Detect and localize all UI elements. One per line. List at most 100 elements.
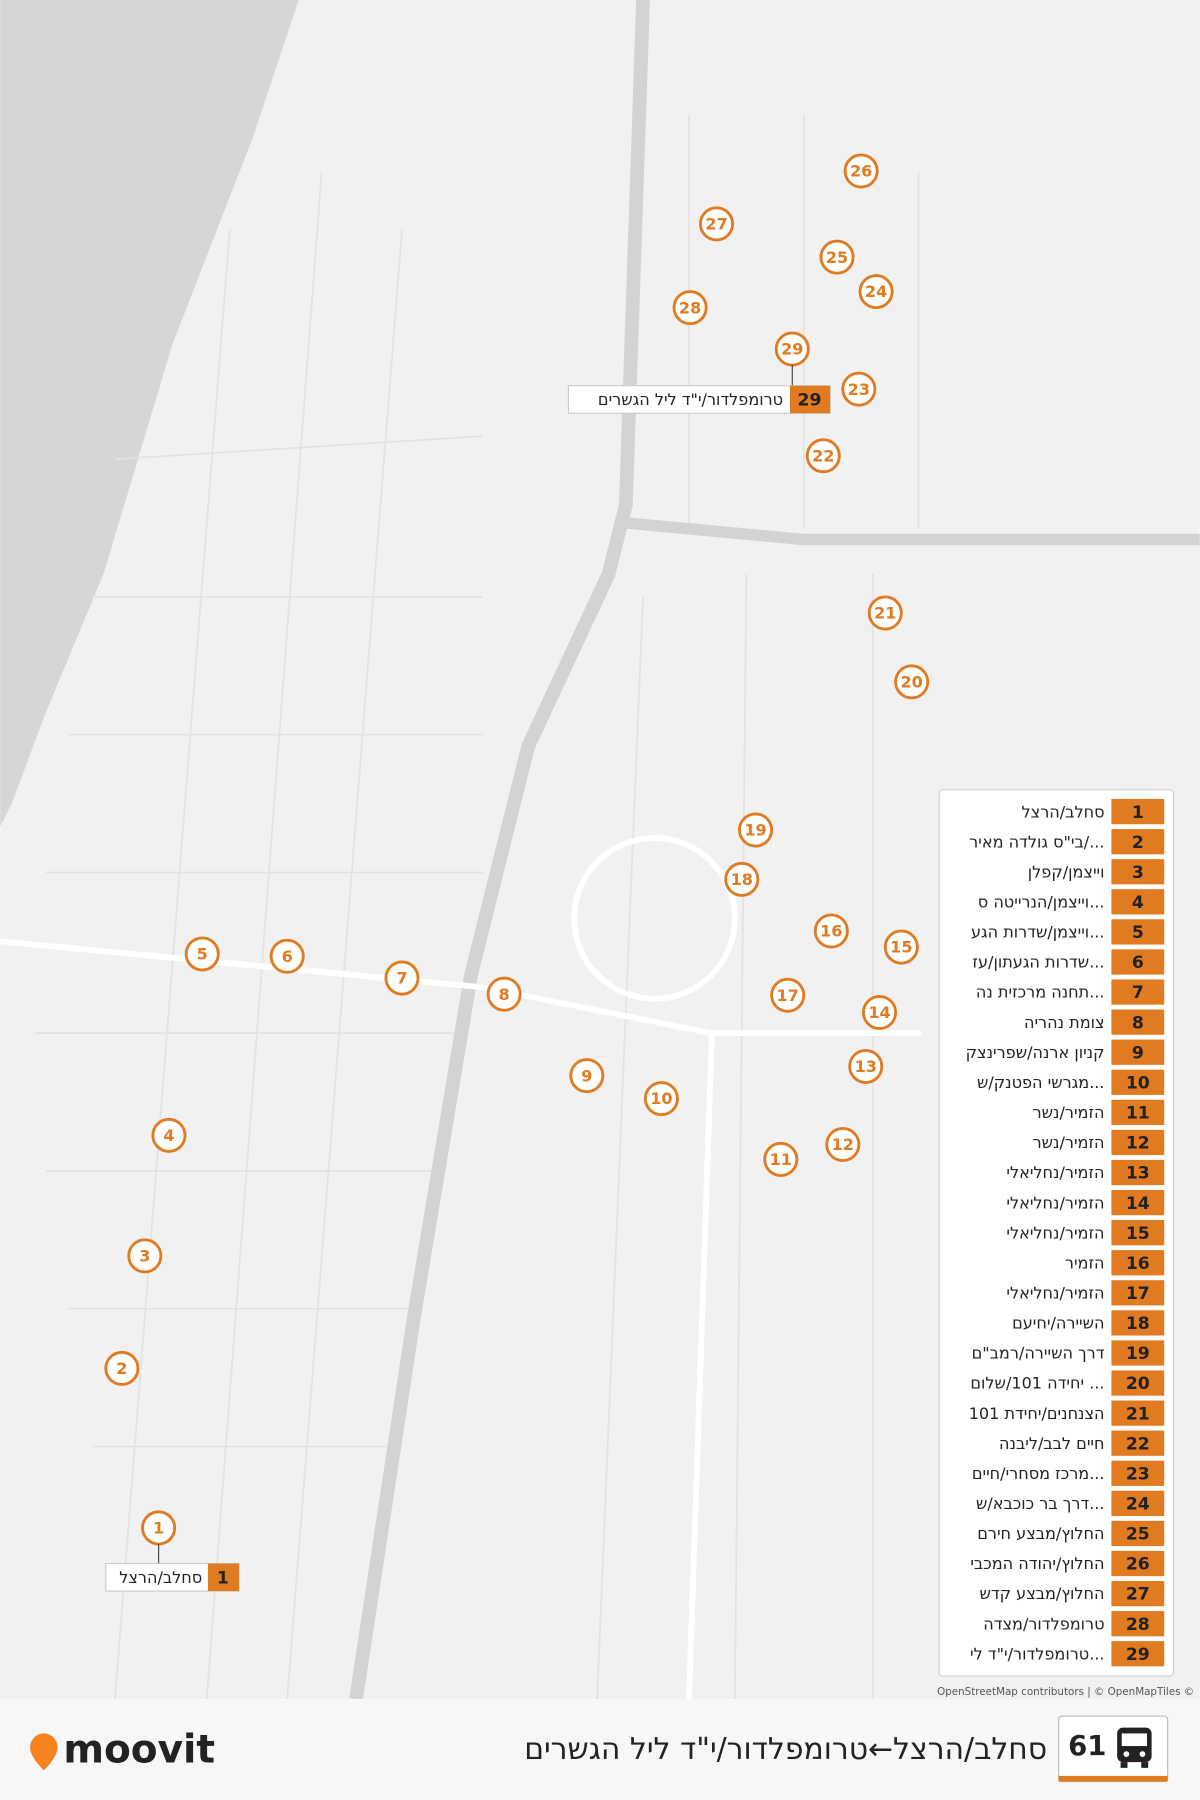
legend-stop-name: הזמיר/נשר: [1033, 1103, 1105, 1122]
legend-stop-name: סחלב/הרצל: [1022, 802, 1105, 821]
legend-number-box: [1111, 1069, 1165, 1095]
legend-number-box: [1111, 1159, 1165, 1186]
stop-marker-number: 20: [900, 673, 922, 692]
stop-marker: [805, 438, 841, 474]
legend-number: 8: [1132, 1013, 1144, 1033]
legend-number-box: [1111, 859, 1165, 885]
legend-number: 25: [1126, 1525, 1150, 1545]
legend-number: 12: [1126, 1134, 1150, 1154]
footer: moovit סחלב/הרצל←טרומפלדור/י"ד ליל הגשרי…: [30, 1715, 1169, 1783]
stop-marker: [894, 664, 930, 700]
stop-marker-number: 4: [163, 1126, 174, 1145]
stop-marker: [848, 1048, 884, 1084]
legend-number: 28: [1126, 1615, 1150, 1635]
stop-marker: [672, 290, 708, 326]
stop-marker-number: 11: [770, 1150, 792, 1169]
legend-number-box: [1111, 1310, 1165, 1336]
end-callout-number: 29: [798, 391, 822, 411]
legend-stop-name: וייצמן/שדרות הגע...: [971, 923, 1105, 942]
legend-number-box: [1111, 1220, 1165, 1246]
legend-stop-name: החלוץ/מבצע חירם: [977, 1524, 1104, 1543]
stop-marker: [269, 938, 305, 974]
logo-pin: [30, 1733, 58, 1771]
legend-number-box: [1111, 1099, 1165, 1125]
stop-marker-number: 12: [832, 1135, 854, 1154]
legend-number: 18: [1126, 1314, 1150, 1334]
legend-stop-name: הצנחנים/יחידת 101: [969, 1404, 1105, 1423]
legend-stop-name: הזמיר/נחליאלי: [1006, 1223, 1104, 1242]
stop-marker-number: 9: [581, 1066, 592, 1085]
legend-number-box: [1111, 798, 1165, 825]
legend-number-box: [1111, 1129, 1165, 1156]
legend-number: 14: [1126, 1194, 1150, 1214]
legend-stop-name: דרך השיירה/רמב"ם: [972, 1344, 1105, 1363]
stop-marker: [862, 994, 898, 1031]
stop-marker-number: 22: [812, 446, 834, 465]
legend-stop-name: קניון ארנה/שפרינצק: [966, 1043, 1105, 1062]
stop-marker: [825, 1127, 861, 1163]
route-number: 61: [1068, 1730, 1106, 1762]
legend-stop-name: בי"ס גולדה מאיר/...: [969, 832, 1104, 851]
legend-number: 9: [1132, 1043, 1144, 1063]
stop-marker-number: 8: [499, 985, 510, 1004]
legend-number-box: [1111, 1520, 1165, 1547]
stop-marker: [151, 1117, 187, 1153]
end-callout: 29 טרומפלדור/י"ד ליל הגשרים: [567, 365, 831, 414]
legend-number: 24: [1126, 1495, 1150, 1515]
route-title: סחלב/הרצל←טרומפלדור/י"ד ליל הגשרים: [524, 1732, 1047, 1767]
legend-stop-name: וייצמן/קפלן: [1028, 862, 1105, 881]
stop-marker-number: 23: [848, 380, 870, 399]
legend-stop-name: הזמיר/נחליאלי: [1006, 1163, 1104, 1182]
stop-marker: [486, 976, 522, 1012]
stop-marker-number: 2: [116, 1359, 127, 1378]
stop-marker-number: 14: [868, 1003, 890, 1022]
legend-number: 21: [1126, 1404, 1150, 1424]
stop-marker: [763, 1141, 799, 1177]
stop-marker-number: 18: [731, 870, 753, 889]
legend-stop-name: החלוץ/מבצע קדש: [980, 1584, 1105, 1603]
legend-number-box: [1111, 1280, 1165, 1306]
stop-marker: [858, 274, 894, 310]
stop-marker: [841, 371, 877, 407]
legend-number: 16: [1126, 1254, 1150, 1274]
legend-number: 2: [1132, 833, 1144, 853]
stop-marker: [738, 812, 774, 848]
stop-marker: [569, 1058, 605, 1094]
legend-number-box: [1111, 1009, 1165, 1035]
legend-number-box: [1111, 1490, 1165, 1516]
legend-number: 27: [1126, 1585, 1150, 1605]
legend-number-box: [1111, 829, 1165, 855]
stop-marker: [724, 861, 760, 897]
legend-number: 22: [1126, 1434, 1150, 1454]
stop-marker-number: 26: [850, 162, 872, 181]
legend-number-box: [1111, 1250, 1165, 1276]
stop-marker-number: 27: [705, 215, 727, 234]
stop-marker: [883, 929, 919, 965]
legend-number: 7: [1132, 983, 1144, 1003]
stop-marker: [867, 595, 903, 631]
start-callout-number: 1: [217, 1568, 229, 1588]
legend-stop-name: מרכז מסחרי/חיים...: [972, 1464, 1105, 1483]
stop-marker-number: 17: [777, 986, 799, 1005]
stop-marker: [643, 1081, 679, 1117]
legend-stop-name: מגרשי הפטנק/ש...: [977, 1073, 1105, 1092]
legend-stop-name: וייצמן/הנרייטה ס...: [978, 892, 1105, 911]
legend-number: 15: [1126, 1224, 1150, 1244]
legend-number: 5: [1132, 923, 1144, 943]
legend-number: 19: [1126, 1344, 1150, 1364]
legend-number: 6: [1132, 953, 1144, 973]
legend-stop-name: הזמיר/נשר: [1033, 1133, 1105, 1152]
legend-number-box: [1111, 1430, 1165, 1456]
end-callout-label: טרומפלדור/י"ד ליל הגשרים: [598, 390, 783, 409]
legend-stop-name: דרך בר כוכבא/ש...: [976, 1494, 1105, 1513]
legend-stop-name: טרומפלדור/מצדה: [983, 1614, 1104, 1633]
legend-stop-name: צומת נהריה: [1024, 1013, 1105, 1032]
legend-number-box: [1111, 1370, 1165, 1396]
legend-number-box: [1111, 1611, 1165, 1637]
stop-marker: [184, 936, 220, 972]
stop-marker-number: 6: [282, 947, 293, 966]
stop-marker-number: 3: [139, 1247, 150, 1266]
legend-number: 3: [1132, 863, 1144, 883]
legend-stop-name: הזמיר/נחליאלי: [1006, 1283, 1104, 1302]
